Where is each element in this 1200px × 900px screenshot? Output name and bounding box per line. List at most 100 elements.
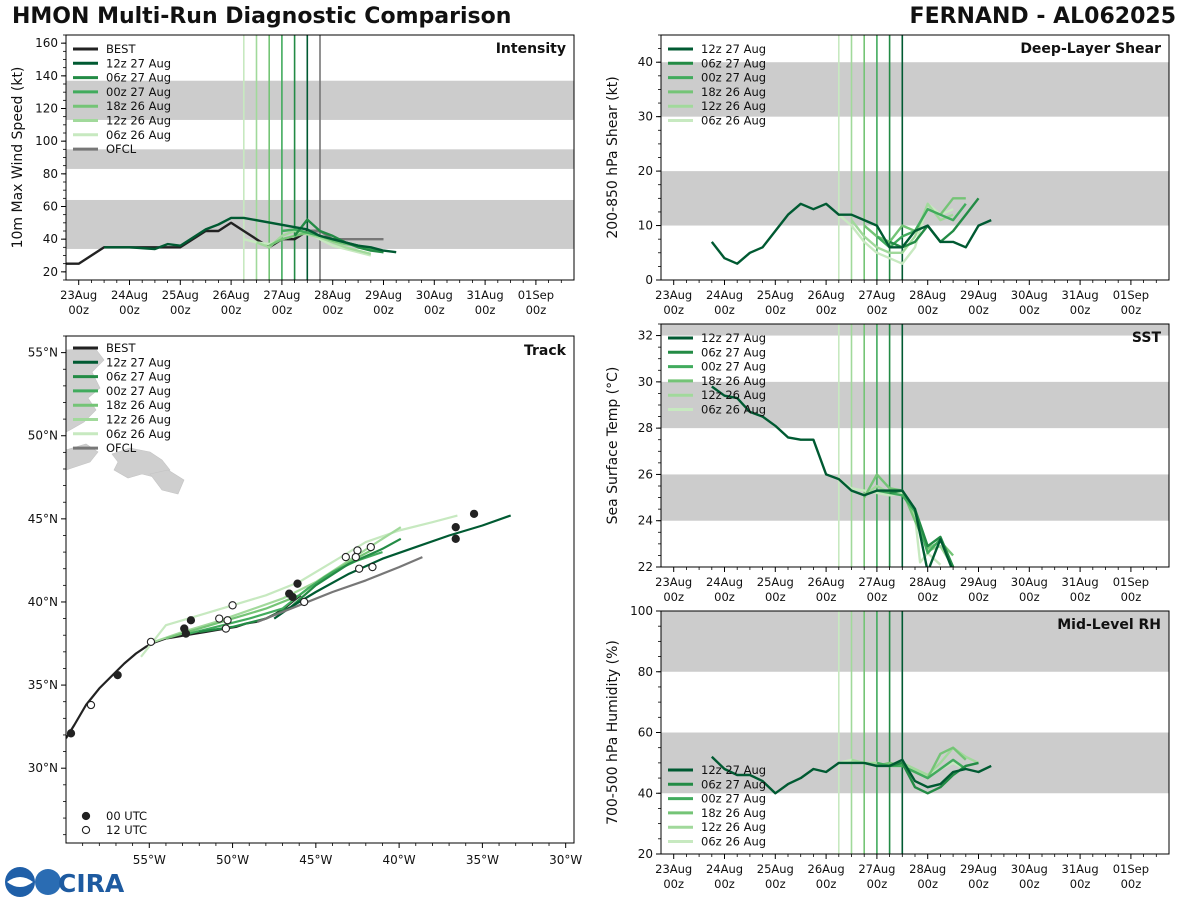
track-marker-legend-label: 12 UTC [106, 823, 147, 837]
track-marker-legend-symbol [81, 825, 91, 835]
track-point-00utc [451, 523, 460, 532]
sst-legend-label: 06z 26 Aug [701, 403, 766, 417]
track-point-12utc [300, 597, 309, 607]
rh-xtick-label: 25Aug [757, 862, 794, 876]
rh-xtick-label-sub: 00z [1070, 877, 1091, 891]
track-marker-legend-symbol [81, 811, 91, 821]
rh-ytick-label: 80 [638, 665, 653, 679]
track-title: Track [524, 343, 567, 359]
intensity-xtick-label-sub: 00z [170, 303, 191, 317]
track-xtick-label: 40°W [383, 853, 416, 867]
shear-xtick-label: 31Aug [1062, 288, 1099, 302]
track-point-12utc [223, 616, 232, 625]
sst-xtick-label-sub: 00z [1019, 590, 1040, 604]
shear-xtick-label: 29Aug [960, 288, 997, 302]
shear-title: Deep-Layer Shear [1020, 41, 1161, 57]
sst-title: SST [1132, 330, 1162, 346]
track-point-12utc [228, 601, 237, 610]
track-point-12utc [366, 542, 375, 552]
shear-xtick-label: 23Aug [655, 288, 692, 302]
shear-series-run_12z26 [850, 202, 954, 255]
rh-xtick-label-sub: 00z [714, 877, 735, 891]
track-point-12utc [351, 552, 360, 562]
track-point-12utc [341, 552, 350, 562]
rh-xtick-label-sub: 00z [1019, 877, 1040, 891]
intensity-ytick-label: 100 [35, 134, 58, 148]
track-ytick-label: 50°N [28, 429, 58, 443]
intensity-ytick-label: 160 [35, 36, 58, 50]
track-legend-label: 06z 26 Aug [106, 427, 171, 441]
rh-xtick-label: 24Aug [706, 862, 743, 876]
cira-logo: CIRA [5, 867, 125, 898]
rh-xtick-label-sub: 00z [968, 877, 989, 891]
track-point-00utc [451, 534, 460, 543]
intensity-legend-label: 06z 27 Aug [106, 71, 171, 85]
sst-legend-label: 12z 27 Aug [701, 331, 766, 345]
rh-xtick-label: 28Aug [909, 862, 946, 876]
track-legend-label: OFCL [106, 441, 137, 455]
sst-ytick-label: 22 [638, 560, 653, 574]
intensity-xtick-label: 01Sep [518, 288, 554, 302]
storm-id-title: FERNAND - AL062025 [909, 4, 1176, 29]
track-point-12utc [368, 562, 377, 572]
intensity-ytick-label: 140 [35, 69, 58, 83]
sst-xtick-label-sub: 00z [867, 590, 888, 604]
track-point-00utc [288, 592, 297, 602]
sst-series-run_12z27 [711, 385, 953, 567]
rh-legend-label: 00z 27 Aug [701, 792, 766, 806]
rh-legend-label: 12z 27 Aug [701, 763, 766, 777]
sst-band-2 [661, 324, 1169, 336]
intensity-xtick-label-sub: 00z [322, 303, 343, 317]
track-legend-label: 06z 27 Aug [106, 370, 171, 384]
sst-xtick-label-sub: 00z [1121, 590, 1142, 604]
sst-xtick-label: 31Aug [1062, 575, 1099, 589]
shear-plot-area [661, 35, 1169, 280]
track-point-00utc [186, 616, 196, 625]
shear-xtick-label: 01Sep [1113, 288, 1149, 302]
track-point-12utc [215, 614, 224, 623]
track-legend-label: BEST [106, 341, 136, 355]
intensity-legend-label: 12z 27 Aug [106, 56, 171, 70]
rh-band-0 [661, 732, 1169, 794]
track-ytick-label: 45°N [28, 512, 58, 526]
rh-legend-label: 18z 26 Aug [701, 806, 766, 820]
rh-legend-label: 06z 27 Aug [701, 777, 766, 791]
shear-xtick-label-sub: 00z [1121, 303, 1142, 317]
shear-ytick-label: 10 [638, 219, 653, 233]
track-xtick-label: 30°W [549, 853, 582, 867]
shear-panel: 01020304023Aug00z24Aug00z25Aug00z26Aug00… [605, 34, 1170, 317]
sst-xtick-label: 26Aug [808, 575, 845, 589]
intensity-xtick-label: 31Aug [467, 288, 504, 302]
shear-xtick-label-sub: 00z [867, 303, 888, 317]
track-series-ofcl [257, 556, 423, 623]
intensity-xtick-label-sub: 00z [221, 303, 242, 317]
intensity-xtick-label-sub: 00z [424, 303, 445, 317]
shear-xtick-label-sub: 00z [765, 303, 786, 317]
cira-logo-text: CIRA [58, 869, 125, 898]
track-marker-legend-label: 00 UTC [106, 809, 147, 823]
intensity-xtick-label: 23Aug [60, 288, 97, 302]
shear-xtick-label: 25Aug [757, 288, 794, 302]
track-series-run_12z27 [273, 514, 512, 620]
rh-title: Mid-Level RH [1057, 617, 1161, 633]
intensity-series-run_12z27 [104, 216, 397, 254]
sst-xtick-label-sub: 00z [765, 590, 786, 604]
intensity-legend-label: OFCL [106, 142, 137, 156]
shear-xtick-label-sub: 00z [1070, 303, 1091, 317]
shear-series-run_12z27 [710, 202, 992, 265]
sst-xtick-label: 28Aug [909, 575, 946, 589]
track-xtick-label: 55°W [133, 853, 166, 867]
sst-plot-area [661, 324, 1169, 567]
track-xtick-label: 50°W [216, 853, 249, 867]
track-panel: 55°W 50°W 45°W 40°W 35°W 30°W 30°N 35°N 40°N 45°N… [28, 335, 582, 867]
sst-legend-label: 06z 27 Aug [701, 345, 766, 359]
rh-panel: 2040608010023Aug00z24Aug00z25Aug00z26Aug… [605, 604, 1170, 891]
sst-legend-label: 12z 26 Aug [701, 388, 766, 402]
shear-band-1 [661, 62, 1169, 117]
track-legend-label: 12z 27 Aug [106, 355, 171, 369]
rh-xtick-label-sub: 00z [867, 877, 888, 891]
shear-xtick-label: 28Aug [909, 288, 946, 302]
sst-xtick-label: 01Sep [1113, 575, 1149, 589]
rh-series-run_12z27 [710, 755, 992, 795]
